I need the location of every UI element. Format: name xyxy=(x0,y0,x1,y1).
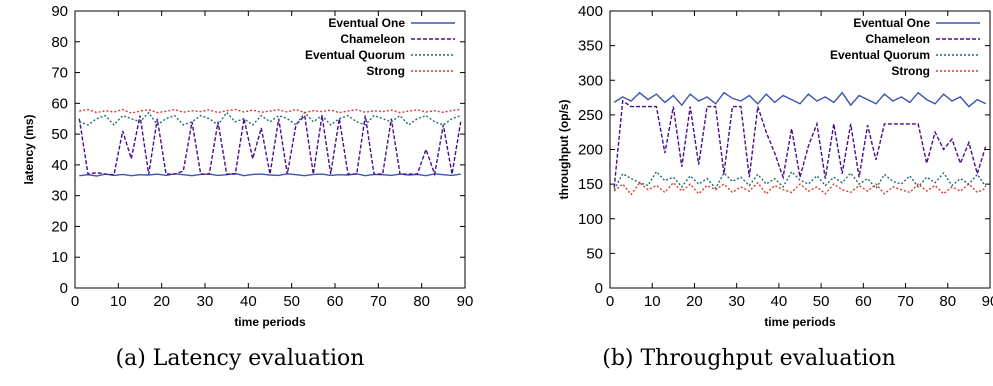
y-tick-label: 350 xyxy=(578,38,603,55)
latency-chart-panel: 0 10 20 30 40 50 60 70 80 90 0 10 20 30 40 50 60 70 80 90 ti… xyxy=(0,0,480,386)
legend-label: Chameleon xyxy=(865,32,930,46)
legend-label: Chameleon xyxy=(340,32,405,46)
x-tick-label: 50 xyxy=(813,293,830,310)
x-tick-label: 10 xyxy=(644,293,661,310)
legend-label: Eventual One xyxy=(328,16,405,30)
y-tick-label: 10 xyxy=(51,249,68,266)
x-tick-label: 30 xyxy=(728,293,745,310)
x-tick-label: 90 xyxy=(457,293,474,310)
x-tick-label: 0 xyxy=(71,293,79,310)
x-tick-label: 70 xyxy=(370,293,387,310)
legend-label: Strong xyxy=(891,64,930,78)
y-tick-label: 150 xyxy=(578,176,603,193)
legend-label: Eventual Quorum xyxy=(830,48,930,62)
legend-label: Strong xyxy=(366,64,405,78)
y-tick-label: 70 xyxy=(51,65,68,82)
latency-chart-caption: (a) Latency evaluation xyxy=(115,346,365,371)
x-tick-label: 50 xyxy=(283,293,300,310)
y-tick-label: 40 xyxy=(51,157,68,174)
x-axis-label: time periods xyxy=(234,315,306,329)
x-tick-label: 20 xyxy=(686,293,703,310)
y-tick-label: 300 xyxy=(578,72,603,89)
y-axis-label: throughput (op/s) xyxy=(557,100,571,200)
y-tick-label: 90 xyxy=(51,3,68,20)
x-tick-label: 80 xyxy=(939,293,956,310)
x-tick-label: 90 xyxy=(982,293,993,310)
y-tick-label: 250 xyxy=(578,107,603,124)
x-axis-label: time periods xyxy=(764,315,836,329)
throughput-chart-caption: (b) Throughput evaluation xyxy=(602,346,896,371)
plot-frame xyxy=(74,10,466,289)
x-tick-label: 70 xyxy=(897,293,914,310)
y-axis-label: latency (ms) xyxy=(22,114,36,184)
legend-label: Eventual Quorum xyxy=(305,48,405,62)
series-line-eventual-one xyxy=(613,91,987,108)
y-tick-label: 50 xyxy=(51,126,68,143)
legend-label: Eventual One xyxy=(853,16,930,30)
y-tick-label: 100 xyxy=(578,211,603,228)
y-tick-label: 30 xyxy=(51,188,68,205)
series-line-eventual-quorum xyxy=(79,111,461,126)
y-tick-label: 0 xyxy=(595,280,603,297)
y-tick-label: 20 xyxy=(51,218,68,235)
x-tick-label: 60 xyxy=(327,293,344,310)
series-line-eventual-one xyxy=(79,172,461,177)
y-tick-label: 80 xyxy=(51,34,68,51)
throughput-chart: 0 10 20 30 40 50 60 70 80 90 0 50 100 150 200 250 300 350… xyxy=(557,3,993,329)
y-tick-label: 200 xyxy=(578,142,603,159)
y-tick-label: 60 xyxy=(51,95,68,112)
x-tick-label: 40 xyxy=(771,293,788,310)
throughput-chart-panel: 0 10 20 30 40 50 60 70 80 90 0 50 100 150 200 250 300 350… xyxy=(505,0,993,386)
x-tick-label: 30 xyxy=(197,293,214,310)
latency-chart: 0 10 20 30 40 50 60 70 80 90 0 10 20 30 40 50 60 70 80 90 ti… xyxy=(22,3,474,329)
x-tick-label: 10 xyxy=(110,293,127,310)
plot-frame xyxy=(609,10,991,289)
x-tick-label: 60 xyxy=(855,293,872,310)
series-line-strong xyxy=(613,181,987,196)
x-tick-label: 80 xyxy=(413,293,430,310)
y-tick-label: 50 xyxy=(586,245,603,262)
y-tick-label: 400 xyxy=(578,3,603,20)
x-tick-label: 40 xyxy=(240,293,257,310)
y-tick-label: 0 xyxy=(60,280,68,297)
series-line-eventual-quorum xyxy=(613,170,987,191)
series-line-chameleon xyxy=(613,99,987,188)
series-line-chameleon xyxy=(78,114,462,177)
series-line-strong xyxy=(79,108,461,114)
x-tick-label: 20 xyxy=(153,293,170,310)
x-tick-label: 0 xyxy=(606,293,614,310)
